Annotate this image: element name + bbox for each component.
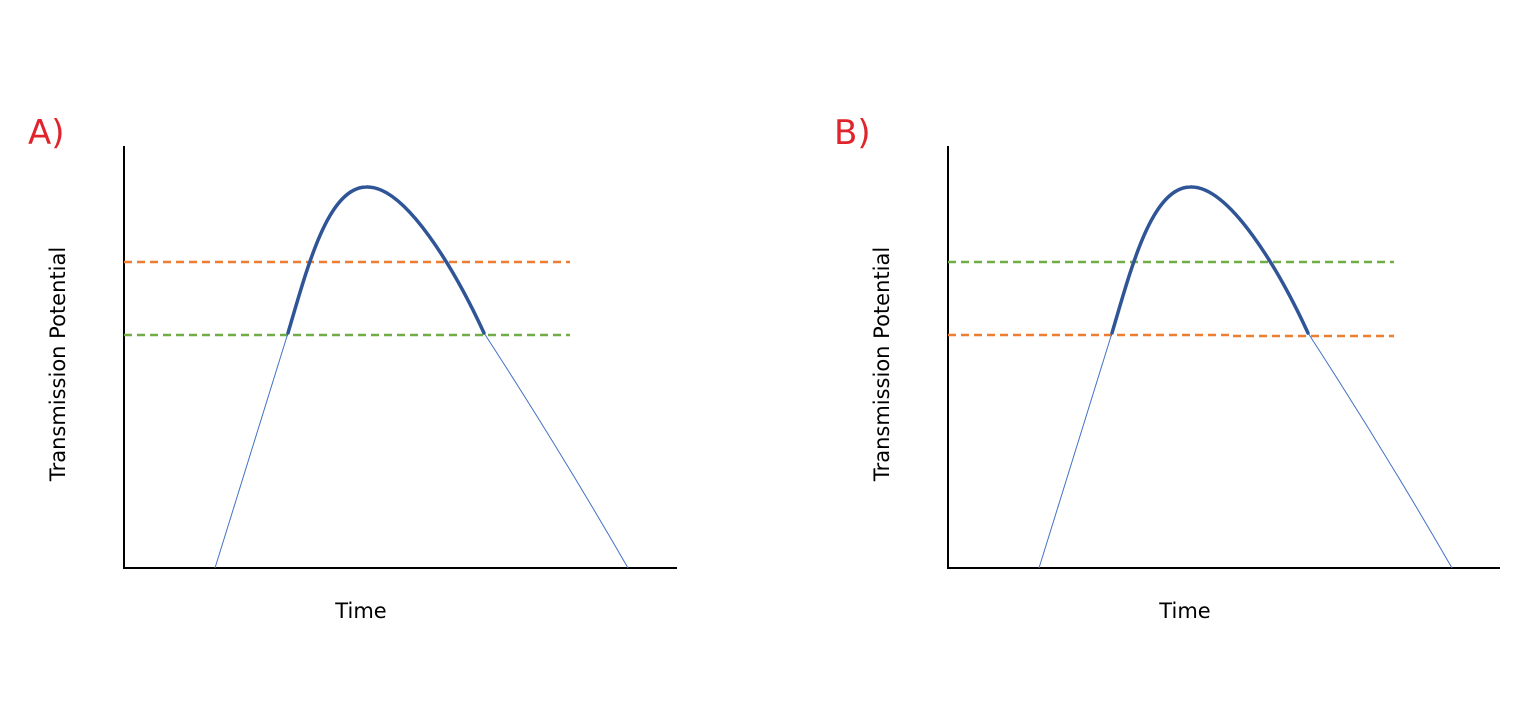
panel-a-x-axis-label: Time (334, 599, 386, 623)
panel-b-curve-thin-rise (1038, 332, 1113, 569)
panel-a-curve-thin-rise (214, 332, 289, 569)
panel-b-label: B) (834, 113, 871, 153)
panel-b-curve-peak (1110, 185, 1310, 335)
panel-a: A) Transmission Potential Time (28, 113, 677, 623)
panel-b-x-axis-label: Time (1158, 599, 1210, 623)
panel-a-curve-thin-decline (483, 332, 629, 569)
panel-b-y-axis-label: Transmission Potential (870, 247, 894, 482)
panel-a-label: A) (28, 113, 65, 153)
panel-b-lower-threshold-line (948, 333, 1394, 338)
panel-b-curve-thin-decline (1307, 332, 1453, 569)
panel-a-curve-peak (286, 185, 486, 335)
panel-a-y-axis-label: Transmission Potential (46, 247, 70, 482)
panel-b: B) Transmission Potential Time (834, 113, 1500, 623)
